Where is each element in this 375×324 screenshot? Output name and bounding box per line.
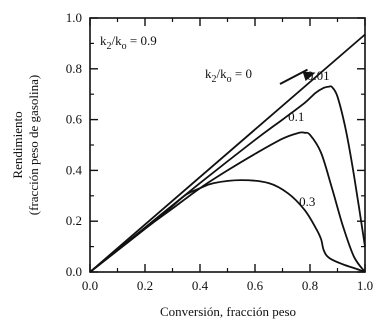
- series-line-0-01: [89, 85, 366, 273]
- x-tick-label: 0.4: [192, 278, 209, 293]
- y-tick-label: 0.2: [66, 213, 82, 228]
- plot-frame: [89, 17, 366, 273]
- annotation-k2-ko-0: k2/ko = 0: [205, 66, 252, 85]
- x-tick-label: 0.8: [302, 278, 318, 293]
- series-line-0: [89, 33, 366, 273]
- chart-axes: 0.00.0 0.2 0.2 0.4 0.4 0.6 0.6 0.8 0.8 1.0 1.0: [66, 10, 373, 293]
- series-layer: [89, 33, 366, 273]
- curve-label-0-3: 0.3: [299, 194, 315, 209]
- y-tick-label: 0.8: [66, 61, 82, 76]
- x-axis-title: Conversión, fracción peso: [160, 304, 296, 319]
- series-line-0-1: [89, 131, 366, 273]
- x-tick-label: 0.0: [82, 278, 98, 293]
- y-axis-title: Rendimiento: [10, 111, 25, 178]
- x-tick-label: 0.2: [137, 278, 153, 293]
- y-tick-label: 0.0: [66, 264, 82, 279]
- x-tick-label: 0.6: [247, 278, 264, 293]
- labels-layer: 0.01 0.1 0.3 k2/ko = 0.9 k2/ko = 0: [100, 33, 330, 209]
- x-tick-label: 1.0: [357, 278, 373, 293]
- series-line-0-3: [89, 179, 366, 273]
- annotation-k2-ko-0-9: k2/ko = 0.9: [100, 33, 157, 52]
- y-tick-label: 1.0: [66, 10, 82, 25]
- arrow-head: [302, 71, 316, 82]
- curve-label-0-1: 0.1: [288, 109, 304, 124]
- y-axis-subtitle: (fracción peso de gasolina): [26, 75, 41, 215]
- y-tick-label: 0.6: [66, 112, 83, 127]
- y-tick-label: 0.4: [66, 162, 83, 177]
- curve-label-0-01: 0.01: [307, 68, 330, 83]
